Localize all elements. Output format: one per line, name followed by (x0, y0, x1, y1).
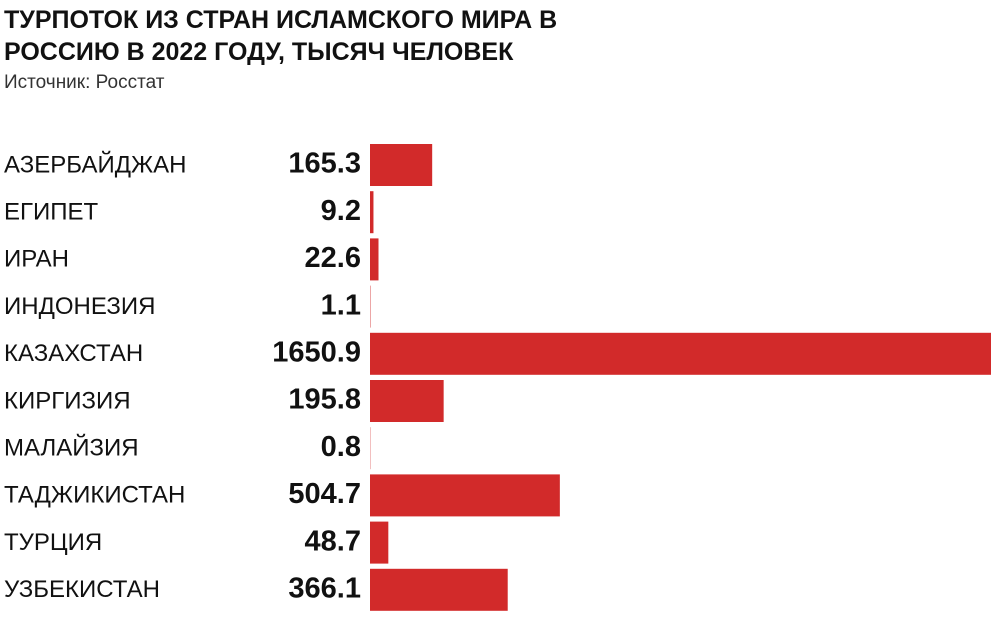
value-label: 9.2 (321, 195, 361, 227)
category-label: ТУРЦИЯ (4, 529, 102, 556)
value-label: 366.1 (288, 572, 361, 604)
category-label: МАЛАЙЗИЯ (4, 434, 139, 462)
category-label: КИРГИЗИЯ (4, 387, 131, 414)
category-label: УЗБЕКИСТАН (4, 576, 160, 603)
bar (370, 332, 991, 375)
value-label: 22.6 (305, 242, 361, 274)
category-label: АЗЕРБАЙДЖАН (4, 150, 186, 178)
bar (370, 380, 444, 422)
value-label: 1650.9 (272, 336, 361, 368)
bar (370, 238, 379, 281)
value-label: 1.1 (321, 289, 361, 321)
value-label: 504.7 (288, 478, 361, 510)
category-label: ЕГИПЕТ (4, 199, 99, 226)
bar (370, 144, 433, 186)
category-label: КАЗАХСТАН (4, 340, 143, 367)
bar (370, 474, 560, 517)
value-label: 195.8 (288, 384, 361, 416)
category-label: ИРАН (4, 246, 69, 273)
value-label: 48.7 (305, 525, 361, 557)
value-label: 0.8 (321, 431, 361, 463)
value-label: 165.3 (288, 148, 361, 180)
chart-subtitle: Источник: Росстат (4, 72, 165, 93)
bar (370, 191, 374, 234)
chart-title: ТУРПОТОК ИЗ СТРАН ИСЛАМСКОГО МИРА В РОСС… (4, 6, 558, 66)
category-label: ТАДЖИКИСТАН (4, 482, 185, 509)
bar (370, 568, 508, 611)
category-label: ИНДОНЕЗИЯ (4, 293, 155, 320)
bar (370, 521, 389, 564)
